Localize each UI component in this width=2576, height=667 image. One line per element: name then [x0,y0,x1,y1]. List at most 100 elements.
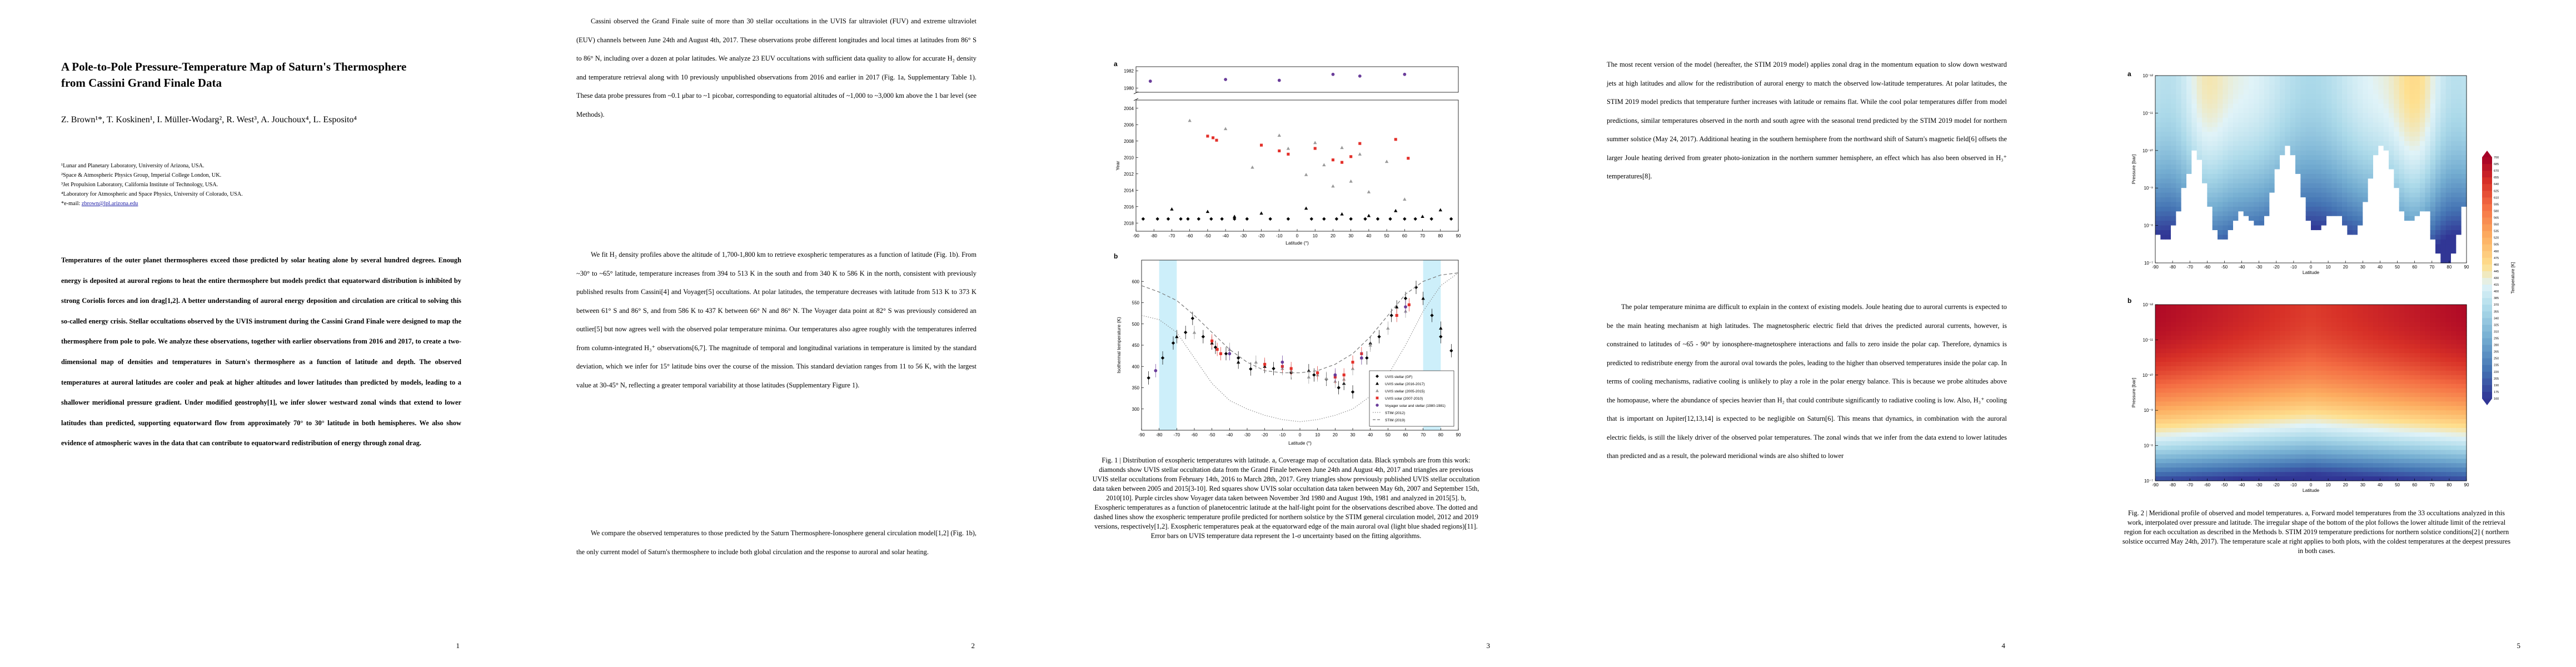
heatmap-cell [2321,84,2327,90]
heatmap-cell [2342,248,2348,254]
heatmap-cell [2191,436,2198,442]
heatmap-cell [2399,436,2405,442]
heatmap-cell [2326,340,2332,345]
heatmap-cell [2264,353,2270,358]
heatmap-cell [2207,322,2213,327]
heatmap-cell [2316,401,2322,406]
heatmap-cell [2305,108,2311,113]
heatmap-cell [2269,370,2275,376]
heatmap-cell [2155,472,2161,477]
heatmap-cell [2331,165,2338,170]
heatmap-cell [2311,225,2316,231]
heatmap-cell [2321,366,2327,371]
heatmap-cell [2233,353,2239,358]
heatmap-cell [2249,370,2254,376]
heatmap-cell [2321,122,2327,128]
heatmap-cell [2191,308,2198,314]
data-point [1449,217,1453,221]
heatmap-cell [2311,388,2316,394]
heatmap-cell [2285,108,2291,113]
heatmap-cell [2274,313,2280,318]
heatmap-cell [2238,436,2244,442]
heatmap-cell [2326,202,2332,207]
heatmap-cell [2290,197,2296,203]
heatmap-cell [2228,432,2234,437]
heatmap-cell [2378,76,2384,81]
heatmap-cell [2311,178,2316,184]
heatmap-cell [2165,221,2171,226]
heatmap-cell [2196,230,2203,236]
heatmap-cell [2321,344,2327,349]
heatmap-cell [2404,221,2410,226]
heatmap-cell [2383,415,2389,420]
x-tick-label: 80 [2447,265,2452,270]
heatmap-cell [2316,248,2322,254]
heatmap-cell [2331,459,2338,464]
heatmap-cell [2160,375,2166,380]
heatmap-cell [2336,136,2343,142]
heatmap-cell [2321,192,2327,198]
heatmap-cell [2305,197,2311,203]
heatmap-cell [2295,99,2301,104]
heatmap-cell [2202,169,2208,175]
heatmap-cell [2425,141,2431,146]
heatmap-cell [2347,317,2353,323]
heatmap-cell [2404,248,2410,254]
heatmap-cell [2336,335,2343,340]
heatmap-cell [2331,94,2338,99]
heatmap-cell [2404,362,2410,367]
heatmap-cell [2389,392,2394,398]
heatmap-cell [2336,211,2343,217]
heatmap-cell [2316,441,2322,446]
heatmap-cell [2305,202,2311,207]
heatmap-cell [2274,165,2280,170]
heatmap-cell [2451,108,2457,113]
heatmap-cell [2456,230,2462,236]
heatmap-cell [2254,165,2260,170]
heatmap-cell [2409,160,2415,165]
heatmap-cell [2363,463,2369,468]
heatmap-cell [2383,183,2389,188]
heatmap-cell [2342,225,2348,231]
heatmap-cell [2331,317,2338,323]
heatmap-cell [2191,432,2198,437]
heatmap-cell [2160,313,2166,318]
heatmap-cell [2300,415,2306,420]
heatmap-cell [2207,235,2213,240]
heatmap-cell [2155,192,2161,198]
heatmap-cell [2196,427,2203,433]
heatmap-cell [2342,467,2348,472]
heatmap-cell [2290,225,2296,231]
heatmap-cell [2249,476,2254,481]
heatmap-cell [2223,183,2229,188]
heatmap-cell [2274,188,2280,193]
heatmap-cell [2212,188,2218,193]
heatmap-cell [2207,113,2213,118]
heatmap-cell [2228,322,2234,327]
heatmap-cell [2445,113,2452,118]
heatmap-cell [2311,419,2316,424]
heatmap-cell [2202,375,2208,380]
heatmap-cell [2352,305,2358,310]
heatmap-cell [2358,211,2363,217]
heatmap-cell [2264,146,2270,151]
heatmap-cell [2342,401,2348,406]
heatmap-cell [2358,340,2363,345]
data-point [1215,138,1218,142]
heatmap-cell [2269,322,2275,327]
heatmap-cell [2358,357,2363,362]
heatmap-cell [2274,160,2280,165]
heatmap-cell [2243,89,2249,95]
heatmap-cell [2186,463,2192,468]
heatmap-cell [2394,221,2400,226]
heatmap-cell [2326,206,2332,212]
heatmap-cell [2165,397,2171,402]
heatmap-cell [2181,415,2187,420]
heatmap-cell [2414,308,2420,314]
heatmap-cell [2290,419,2296,424]
heatmap-cell [2321,432,2327,437]
heatmap-cell [2305,472,2311,477]
heatmap-cell [2336,127,2343,132]
heatmap-cell [2331,197,2338,203]
email-link[interactable]: zbrown@lpl.arizona.edu [81,201,138,207]
